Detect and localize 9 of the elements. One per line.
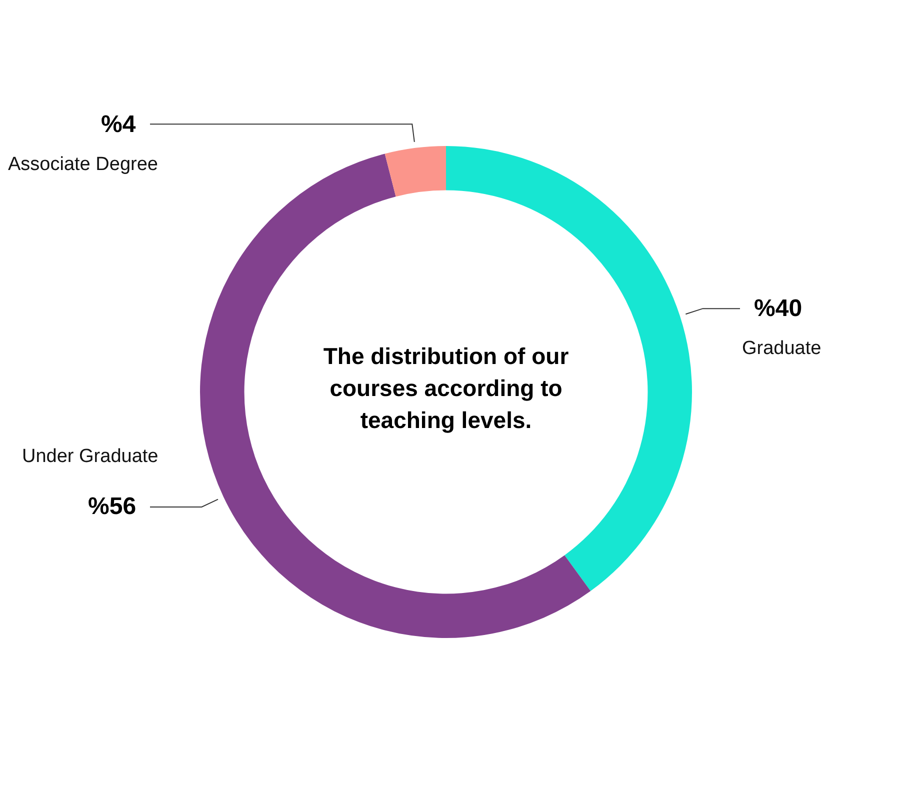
data-label: %4 <box>101 111 136 138</box>
slice-label: Graduate <box>742 338 822 359</box>
text: The distribution of our courses according to teaching levels. <box>322 342 570 436</box>
donut-slice <box>384 146 446 197</box>
data-label: %40 <box>754 295 802 322</box>
donut-slice <box>200 154 591 638</box>
slice-label: Under Graduate <box>22 446 158 467</box>
data-label: %56 <box>88 493 136 520</box>
slice-label: Associate Degree <box>8 154 158 175</box>
